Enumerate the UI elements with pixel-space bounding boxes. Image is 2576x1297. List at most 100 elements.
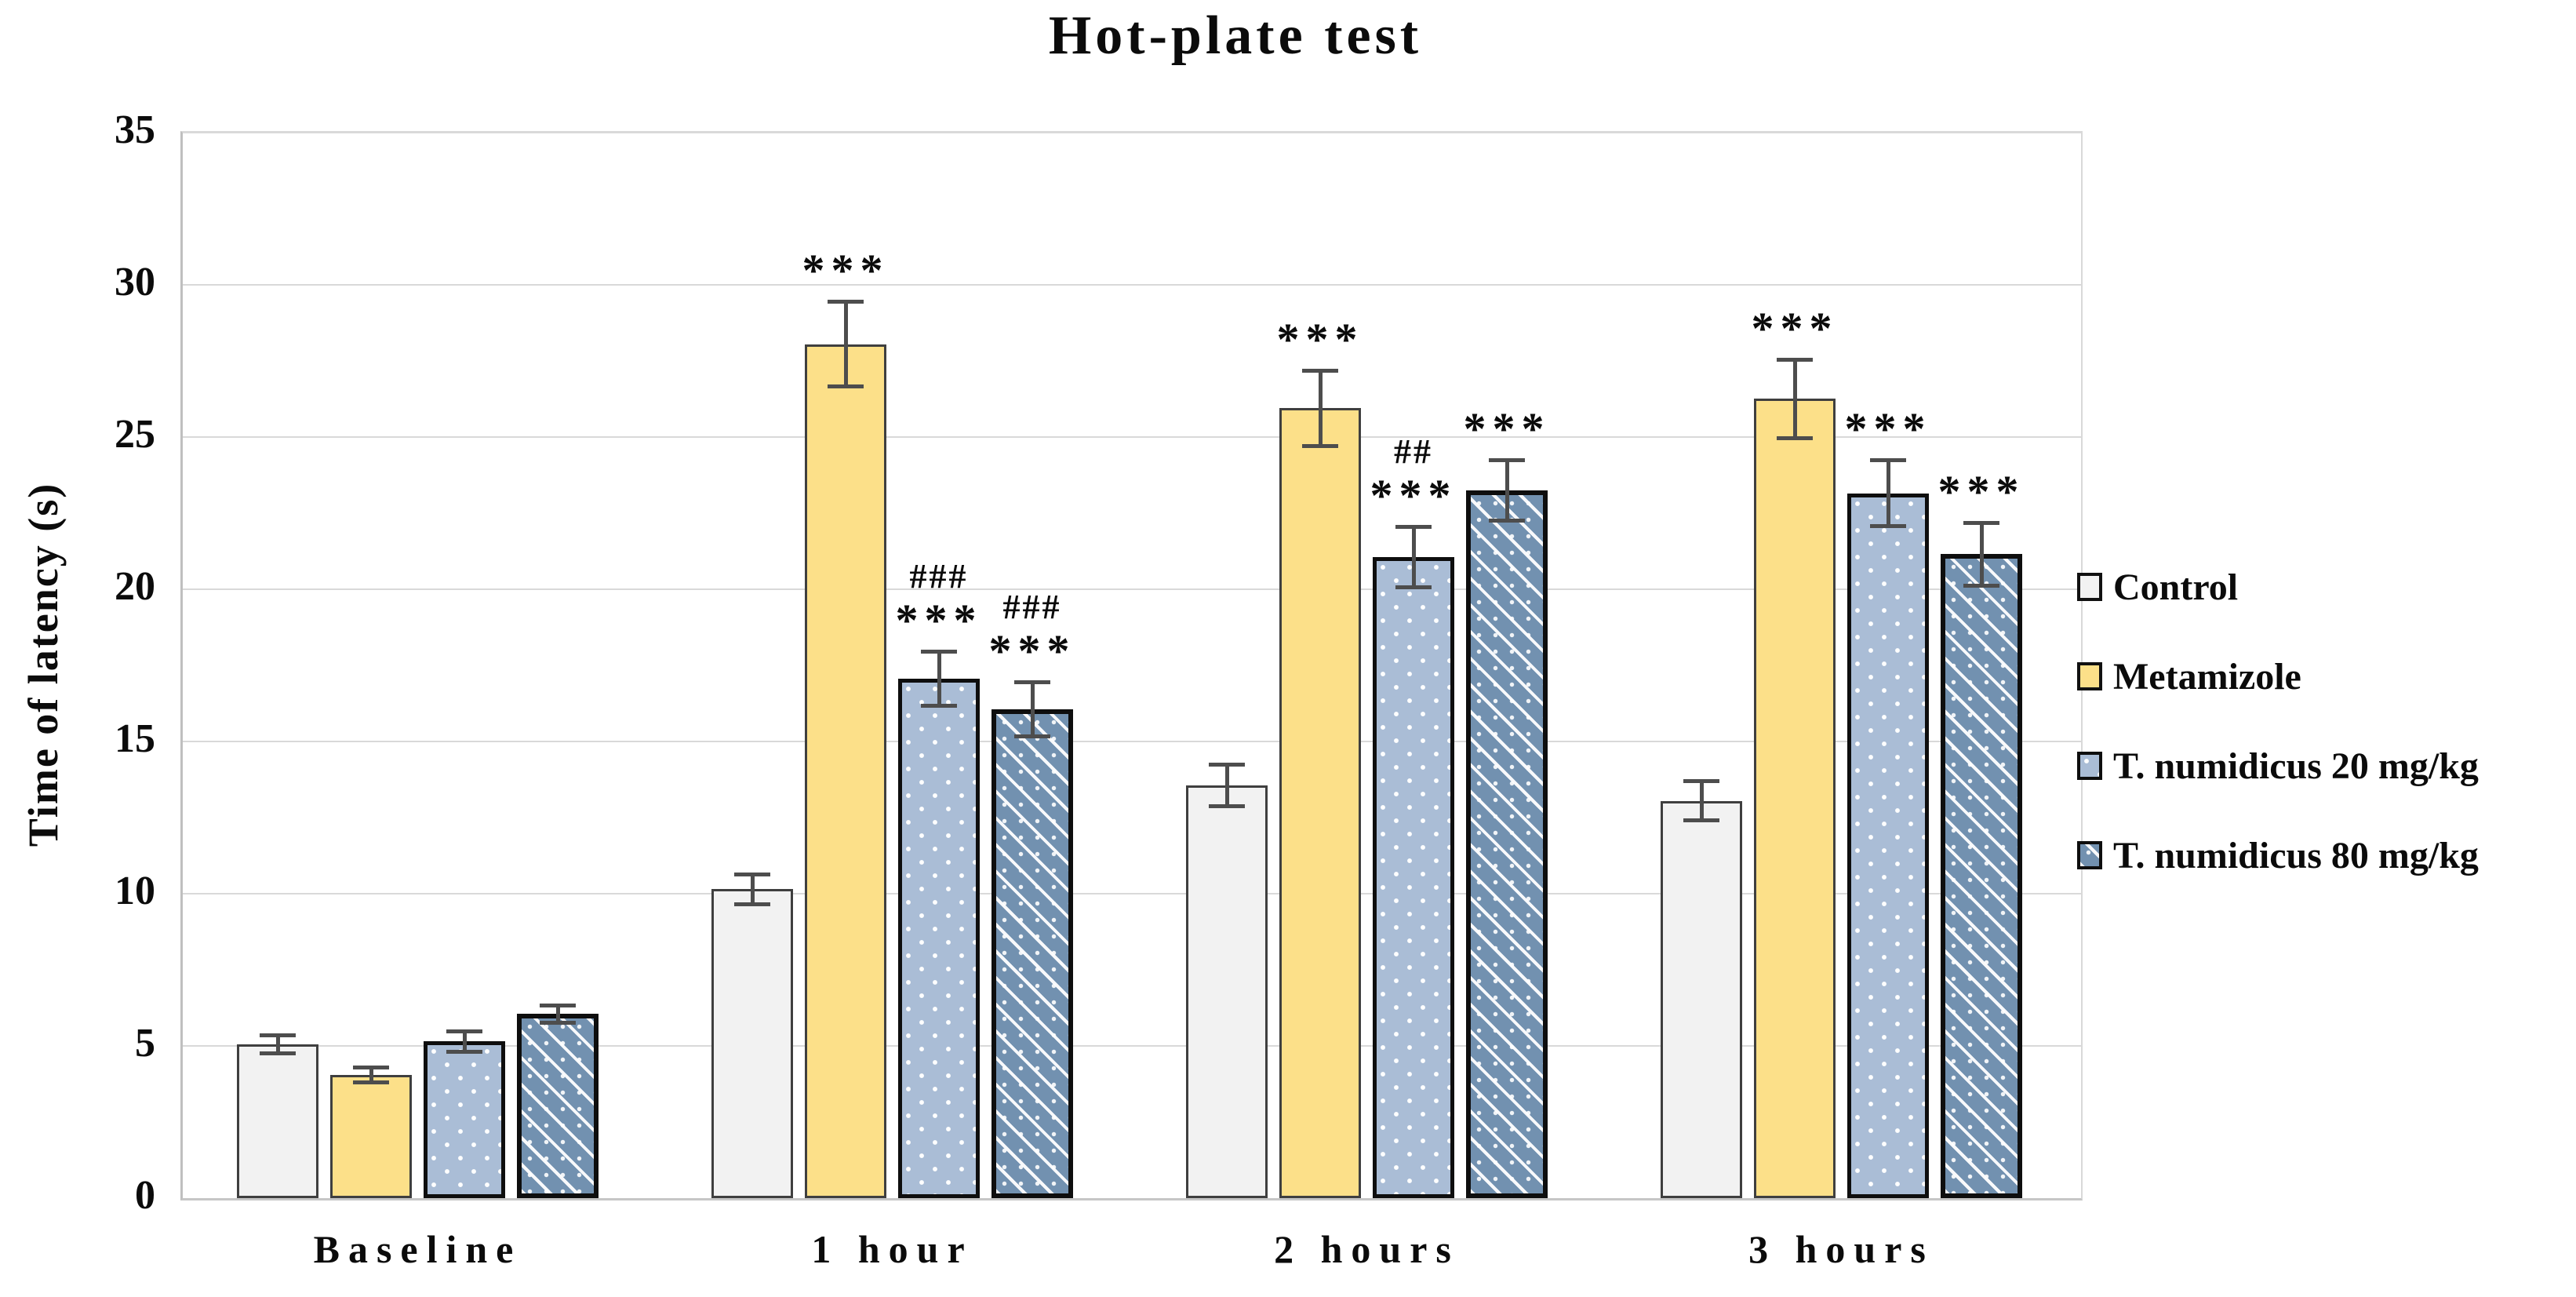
error-bar-t-numidicus-80-mg-kg-1-hour (1030, 682, 1035, 738)
error-bar-t-numidicus-80-mg-kg-1-hour-cap-top (1014, 680, 1050, 685)
error-bar-t-numidicus-80-mg-kg-1-hour-cap-bottom (1014, 734, 1050, 739)
bar-control-2-hours (1186, 785, 1268, 1198)
annotation-metamizole-2-hours-0: *** (1276, 313, 1364, 365)
bar-t-numidicus-20-mg-kg-1-hour (898, 679, 980, 1198)
y-tick-label-35: 35 (115, 107, 155, 152)
error-bar-control-2-hours-cap-bottom (1209, 804, 1245, 809)
gridline-25 (183, 436, 2081, 438)
error-bar-t-numidicus-20-mg-kg-3-hours-cap-top (1870, 458, 1906, 463)
error-bar-metamizole-1-hour-cap-top (828, 300, 864, 304)
bar-metamizole-3-hours (1754, 399, 1836, 1198)
x-tick-label-3-hours: 3 hours (1748, 1227, 1934, 1271)
gridline-10 (183, 893, 2081, 894)
error-bar-control-baseline (275, 1035, 280, 1054)
bar-control-baseline (237, 1044, 318, 1198)
error-bar-metamizole-2-hours (1318, 370, 1323, 446)
error-bar-t-numidicus-80-mg-kg-baseline (555, 1004, 560, 1023)
y-tick-label-5: 5 (135, 1021, 155, 1066)
error-bar-t-numidicus-20-mg-kg-2-hours-cap-bottom (1395, 585, 1432, 589)
error-bar-t-numidicus-20-mg-kg-baseline-cap-bottom (446, 1049, 482, 1054)
error-bar-metamizole-1-hour (843, 301, 848, 387)
annotation-t-numidicus-20-mg-kg-2-hours-0: ## (1394, 432, 1433, 472)
error-bar-t-numidicus-80-mg-kg-3-hours-cap-top (1963, 520, 1999, 525)
bar-metamizole-baseline (330, 1074, 412, 1198)
bar-control-1-hour (711, 889, 793, 1198)
annotation-t-numidicus-80-mg-kg-3-hours-0: *** (1937, 465, 2025, 517)
gridline-20 (183, 588, 2081, 590)
y-tick-label-25: 25 (115, 412, 155, 457)
y-tick-label-10: 10 (115, 869, 155, 913)
annotation-metamizole-1-hour-0: *** (802, 245, 890, 297)
bar-t-numidicus-80-mg-kg-2-hours (1466, 490, 1548, 1198)
error-bar-control-baseline-cap-bottom (260, 1051, 296, 1055)
chart-title: Hot-plate test (1048, 5, 1423, 66)
error-bar-t-numidicus-80-mg-kg-3-hours-cap-bottom (1963, 584, 1999, 588)
error-bar-control-1-hour (750, 873, 755, 905)
bar-metamizole-2-hours (1279, 408, 1361, 1198)
error-bar-t-numidicus-80-mg-kg-2-hours (1504, 460, 1509, 521)
y-axis-title: Time of latency (s) (20, 482, 67, 847)
error-bar-metamizole-1-hour-cap-bottom (828, 384, 864, 388)
error-bar-control-2-hours (1224, 764, 1229, 807)
error-bar-t-numidicus-80-mg-kg-baseline-cap-top (540, 1003, 576, 1007)
annotation-t-numidicus-20-mg-kg-3-hours-0: *** (1844, 403, 1932, 455)
legend-swatch-metamizole (2077, 662, 2102, 690)
error-bar-t-numidicus-80-mg-kg-2-hours-cap-top (1489, 458, 1525, 463)
error-bar-metamizole-2-hours-cap-bottom (1302, 443, 1338, 448)
annotation-metamizole-3-hours-0: *** (1751, 303, 1839, 354)
y-tick-label-20: 20 (115, 564, 155, 609)
legend-swatch-t-numidicus-20-mg-kg (2077, 752, 2102, 780)
legend-item-control: Control (2077, 549, 2238, 625)
gridline-15 (183, 741, 2081, 742)
bar-metamizole-1-hour (805, 344, 886, 1198)
error-bar-control-2-hours-cap-top (1209, 763, 1245, 767)
error-bar-t-numidicus-80-mg-kg-baseline-cap-bottom (540, 1020, 576, 1025)
bar-t-numidicus-80-mg-kg-1-hour (991, 709, 1073, 1198)
bar-t-numidicus-20-mg-kg-2-hours (1373, 557, 1454, 1198)
error-bar-control-1-hour-cap-top (734, 872, 770, 876)
error-bar-metamizole-baseline (369, 1067, 373, 1083)
error-bar-control-3-hours-cap-top (1683, 779, 1719, 784)
error-bar-metamizole-2-hours-cap-top (1302, 368, 1338, 373)
gridline-35 (183, 132, 2081, 133)
error-bar-metamizole-3-hours (1792, 359, 1797, 439)
bar-t-numidicus-80-mg-kg-3-hours (1941, 554, 2022, 1198)
legend-label-metamizole: Metamizole (2113, 655, 2301, 698)
error-bar-t-numidicus-80-mg-kg-3-hours (1979, 522, 1984, 587)
error-bar-t-numidicus-20-mg-kg-1-hour (937, 651, 941, 707)
bar-t-numidicus-20-mg-kg-baseline (424, 1041, 505, 1198)
legend-label-control: Control (2113, 566, 2239, 608)
error-bar-control-3-hours-cap-bottom (1683, 818, 1719, 822)
legend-swatch-control (2077, 573, 2102, 601)
legend-item-t-numidicus-20-mg-kg: T. numidicus 20 mg/kg (2077, 728, 2479, 803)
bar-t-numidicus-20-mg-kg-3-hours (1847, 493, 1929, 1198)
error-bar-t-numidicus-20-mg-kg-1-hour-cap-bottom (921, 704, 957, 709)
y-tick-label-0: 0 (135, 1173, 155, 1218)
gridline-5 (183, 1045, 2081, 1047)
x-tick-label-2-hours: 2 hours (1274, 1227, 1460, 1271)
legend-item-metamizole: Metamizole (2077, 639, 2301, 714)
error-bar-control-3-hours (1699, 781, 1704, 821)
error-bar-control-1-hour-cap-bottom (734, 902, 770, 906)
x-tick-label-1-hour: 1 hour (811, 1227, 973, 1271)
legend-swatch-t-numidicus-80-mg-kg (2077, 841, 2102, 869)
error-bar-metamizole-3-hours-cap-top (1777, 358, 1813, 362)
bar-t-numidicus-80-mg-kg-baseline (517, 1014, 599, 1198)
gridline-30 (183, 284, 2081, 286)
error-bar-t-numidicus-80-mg-kg-2-hours-cap-bottom (1489, 518, 1525, 523)
error-bar-control-baseline-cap-top (260, 1033, 296, 1038)
annotation-t-numidicus-20-mg-kg-2-hours-1: *** (1370, 470, 1457, 522)
legend-label-t-numidicus-80-mg-kg: T. numidicus 80 mg/kg (2113, 834, 2479, 876)
error-bar-t-numidicus-20-mg-kg-1-hour-cap-top (921, 650, 957, 654)
annotation-t-numidicus-80-mg-kg-1-hour-0: ### (1002, 588, 1062, 627)
x-tick-label-baseline: Baseline (313, 1227, 522, 1271)
bar-control-3-hours (1661, 800, 1742, 1198)
error-bar-metamizole-3-hours-cap-bottom (1777, 435, 1813, 440)
error-bar-t-numidicus-20-mg-kg-3-hours (1886, 460, 1890, 527)
legend-label-t-numidicus-20-mg-kg: T. numidicus 20 mg/kg (2113, 745, 2479, 787)
error-bar-t-numidicus-20-mg-kg-baseline-cap-top (446, 1029, 482, 1033)
error-bar-t-numidicus-20-mg-kg-2-hours-cap-top (1395, 525, 1432, 530)
error-bar-t-numidicus-20-mg-kg-3-hours-cap-bottom (1870, 524, 1906, 529)
annotation-t-numidicus-80-mg-kg-1-hour-1: *** (988, 625, 1076, 677)
